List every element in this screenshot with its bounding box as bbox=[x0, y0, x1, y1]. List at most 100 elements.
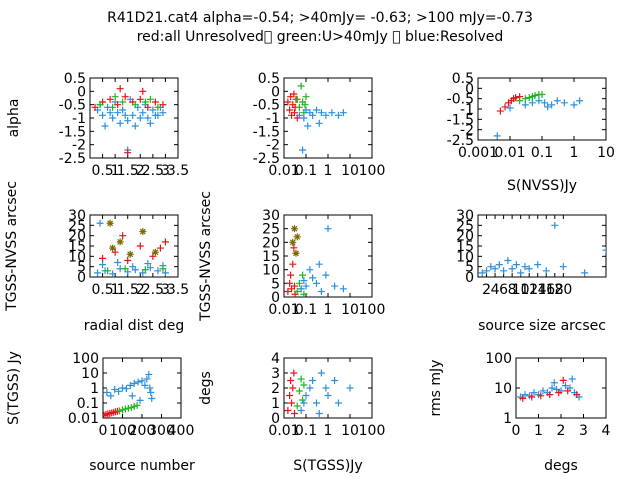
y-tick-label: -1 bbox=[460, 102, 474, 118]
data-point-blue bbox=[124, 117, 132, 125]
data-point-olive bbox=[139, 228, 147, 236]
data-point-red bbox=[290, 109, 298, 117]
x-axis-label: source number bbox=[89, 458, 195, 474]
data-point-red bbox=[289, 384, 297, 392]
data-point-green bbox=[295, 387, 303, 395]
data-point-olive bbox=[151, 248, 159, 256]
data-point-blue bbox=[130, 379, 138, 387]
data-point-blue bbox=[534, 261, 542, 269]
y-tick-label: -2 bbox=[266, 138, 280, 154]
data-point-blue bbox=[145, 370, 153, 378]
data-point-blue bbox=[129, 111, 137, 119]
data-point-green bbox=[154, 103, 162, 111]
y-tick-label: -2 bbox=[460, 123, 474, 139]
data-point-blue bbox=[309, 274, 317, 282]
data-point-green bbox=[293, 288, 301, 296]
y-tick-label: 5 bbox=[77, 260, 86, 276]
x-tick-label: 1.5 bbox=[117, 282, 139, 298]
data-point-blue bbox=[119, 106, 127, 114]
data-point-red bbox=[496, 107, 504, 115]
data-point-red bbox=[114, 101, 122, 109]
data-point-red bbox=[519, 394, 527, 402]
data-point-green bbox=[96, 101, 104, 109]
y-tick-label: 30 bbox=[456, 208, 474, 224]
y-tick-label: -0.5 bbox=[253, 98, 280, 114]
data-point-blue bbox=[94, 269, 102, 277]
x-tick-label: 10 bbox=[597, 145, 615, 161]
data-point-blue bbox=[550, 379, 558, 387]
data-point-blue bbox=[306, 266, 314, 274]
data-point-blue bbox=[542, 267, 550, 275]
data-point-red bbox=[286, 279, 294, 287]
data-point-blue bbox=[96, 219, 104, 227]
x-tick-label: 2.5 bbox=[142, 163, 164, 179]
data-point-red bbox=[286, 106, 294, 114]
data-point-blue bbox=[312, 106, 320, 114]
data-point-blue bbox=[299, 146, 307, 154]
y-tick-label: 1 bbox=[271, 396, 280, 412]
x-tick-label: 0.1 bbox=[295, 423, 317, 439]
data-point-red bbox=[559, 376, 567, 384]
data-point-blue bbox=[315, 410, 323, 417]
y-tick-label: 100 bbox=[485, 351, 512, 367]
data-point-blue bbox=[148, 394, 156, 402]
figure-title-line1: R41D21.cat4 alpha=-0.54; >40mJy= -0.63; … bbox=[107, 10, 533, 26]
data-point-olive bbox=[293, 233, 301, 241]
data-point-blue bbox=[551, 221, 559, 229]
data-point-blue bbox=[122, 385, 130, 393]
data-point-blue bbox=[144, 114, 152, 122]
data-point-blue bbox=[334, 111, 342, 119]
data-point-blue bbox=[154, 267, 162, 275]
data-point-blue bbox=[141, 381, 149, 389]
data-point-blue bbox=[315, 260, 323, 268]
data-point-green bbox=[293, 402, 301, 410]
data-point-red bbox=[501, 103, 509, 111]
data-point-green bbox=[297, 82, 305, 90]
x-tick-label: 1 bbox=[570, 145, 579, 161]
y-tick-label: 30 bbox=[68, 208, 86, 224]
data-point-green bbox=[301, 101, 309, 109]
data-point-blue bbox=[504, 256, 512, 264]
data-point-green bbox=[111, 93, 119, 101]
data-point-blue bbox=[103, 389, 111, 397]
data-point-blue bbox=[304, 122, 312, 130]
data-point-red bbox=[573, 391, 581, 399]
data-point-red bbox=[144, 103, 152, 111]
x-tick-label: 1 bbox=[111, 282, 120, 298]
x-tick-label: 0.01 bbox=[268, 163, 299, 179]
x-tick-label: 10 bbox=[341, 302, 359, 318]
data-point-blue bbox=[116, 119, 124, 127]
y-tick-label: 15 bbox=[262, 249, 280, 265]
plot-frame bbox=[477, 77, 607, 141]
panel-p2: 0.010.1 1 10 100 0.50-0.5-1-1.5-2-2.5 bbox=[253, 71, 386, 179]
y-tick-label: 10 bbox=[262, 263, 280, 279]
data-point-blue bbox=[521, 391, 529, 399]
data-point-blue bbox=[115, 387, 123, 395]
x-tick-label: 300 bbox=[148, 423, 175, 439]
data-point-green bbox=[141, 266, 149, 274]
x-tick-label: 20 bbox=[554, 282, 572, 298]
data-point-olive bbox=[109, 244, 117, 252]
data-point-blue bbox=[101, 122, 109, 130]
x-tick-label: 10 bbox=[341, 163, 359, 179]
y-tick-label: -1 bbox=[72, 111, 86, 127]
data-point-blue bbox=[535, 97, 543, 105]
x-tick-label: 1 bbox=[534, 423, 543, 439]
data-point-blue bbox=[602, 246, 606, 254]
y-tick-label: -1.5 bbox=[253, 124, 280, 140]
x-tick-label: 0.1 bbox=[295, 302, 317, 318]
data-point-blue bbox=[317, 109, 325, 117]
data-point-blue bbox=[143, 375, 151, 383]
y-tick-label: -2.5 bbox=[59, 151, 86, 167]
y-tick-label: 5 bbox=[465, 260, 474, 276]
data-point-blue bbox=[506, 104, 514, 112]
data-point-blue bbox=[302, 106, 310, 114]
data-point-blue bbox=[530, 389, 538, 397]
x-tick-label: 3 bbox=[579, 423, 588, 439]
y-tick-label: 0.5 bbox=[452, 71, 474, 87]
y-tick-label: -1.5 bbox=[59, 124, 86, 140]
data-point-red bbox=[290, 369, 298, 377]
data-point-green bbox=[131, 101, 139, 109]
x-axis-label: radial dist deg bbox=[84, 318, 184, 334]
